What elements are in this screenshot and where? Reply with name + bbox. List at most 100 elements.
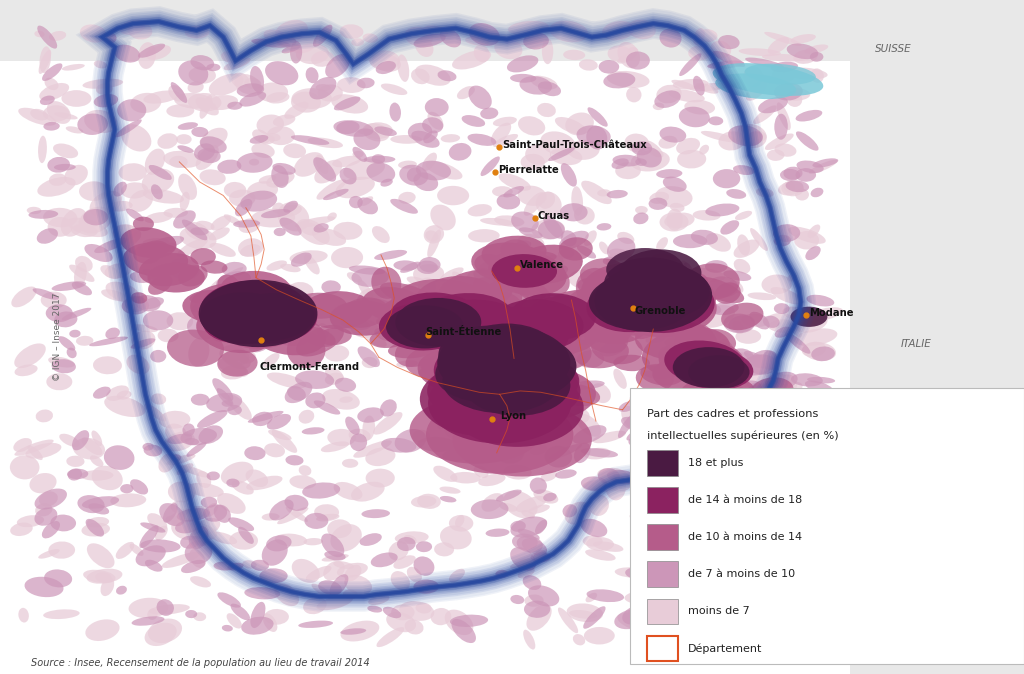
Ellipse shape <box>430 290 457 303</box>
Ellipse shape <box>67 348 77 358</box>
Ellipse shape <box>407 567 422 582</box>
Ellipse shape <box>193 292 217 312</box>
Ellipse shape <box>670 373 685 382</box>
Ellipse shape <box>745 57 783 68</box>
Ellipse shape <box>634 313 664 339</box>
Ellipse shape <box>545 446 572 468</box>
Text: Saint-Étienne: Saint-Étienne <box>425 327 501 336</box>
Ellipse shape <box>422 152 437 171</box>
Ellipse shape <box>311 51 334 67</box>
Ellipse shape <box>543 493 557 501</box>
Text: Valence: Valence <box>520 260 564 270</box>
Ellipse shape <box>172 454 181 461</box>
Ellipse shape <box>659 212 688 232</box>
Ellipse shape <box>723 414 739 425</box>
Ellipse shape <box>144 149 165 175</box>
Ellipse shape <box>238 238 263 257</box>
Ellipse shape <box>439 487 461 494</box>
Ellipse shape <box>808 224 820 238</box>
Ellipse shape <box>505 37 548 45</box>
Ellipse shape <box>131 293 147 304</box>
Ellipse shape <box>765 313 799 333</box>
Ellipse shape <box>340 24 364 39</box>
Ellipse shape <box>180 191 189 211</box>
Ellipse shape <box>748 293 776 300</box>
Ellipse shape <box>65 165 88 185</box>
Ellipse shape <box>324 561 345 580</box>
Ellipse shape <box>703 632 727 644</box>
Ellipse shape <box>217 350 258 377</box>
Ellipse shape <box>361 509 390 518</box>
Ellipse shape <box>248 411 284 423</box>
Ellipse shape <box>191 536 207 546</box>
Ellipse shape <box>602 276 625 288</box>
Ellipse shape <box>94 238 127 253</box>
Ellipse shape <box>206 393 243 412</box>
Ellipse shape <box>723 270 752 281</box>
Ellipse shape <box>635 206 648 214</box>
Ellipse shape <box>84 244 113 262</box>
Ellipse shape <box>676 325 707 342</box>
Ellipse shape <box>162 552 200 568</box>
Ellipse shape <box>476 366 486 392</box>
Ellipse shape <box>539 336 592 370</box>
Ellipse shape <box>417 261 438 274</box>
Ellipse shape <box>49 173 67 186</box>
Ellipse shape <box>767 150 784 161</box>
Ellipse shape <box>586 303 604 326</box>
Ellipse shape <box>261 209 291 218</box>
Ellipse shape <box>271 165 289 188</box>
Ellipse shape <box>241 191 278 212</box>
Ellipse shape <box>458 344 472 358</box>
Ellipse shape <box>210 323 233 342</box>
Ellipse shape <box>599 259 701 313</box>
Ellipse shape <box>420 362 547 436</box>
Ellipse shape <box>582 310 647 344</box>
Ellipse shape <box>105 282 140 303</box>
Ellipse shape <box>141 297 164 309</box>
Ellipse shape <box>437 70 457 82</box>
Ellipse shape <box>623 301 650 319</box>
Ellipse shape <box>425 335 453 353</box>
Ellipse shape <box>357 407 384 423</box>
Ellipse shape <box>775 327 792 338</box>
Ellipse shape <box>568 270 597 288</box>
Ellipse shape <box>750 312 770 330</box>
Ellipse shape <box>379 293 471 340</box>
Ellipse shape <box>786 379 797 392</box>
Ellipse shape <box>168 85 184 102</box>
Ellipse shape <box>374 328 401 342</box>
Ellipse shape <box>205 503 218 517</box>
Ellipse shape <box>227 405 242 415</box>
Ellipse shape <box>141 168 174 194</box>
Ellipse shape <box>514 267 538 281</box>
Ellipse shape <box>684 586 713 601</box>
Ellipse shape <box>767 560 793 576</box>
Ellipse shape <box>200 136 226 153</box>
Ellipse shape <box>61 90 91 107</box>
Ellipse shape <box>790 322 802 338</box>
Ellipse shape <box>39 50 51 74</box>
Ellipse shape <box>468 359 581 420</box>
Ellipse shape <box>41 292 67 309</box>
Ellipse shape <box>517 536 543 553</box>
Ellipse shape <box>357 346 380 367</box>
Ellipse shape <box>694 364 734 384</box>
Ellipse shape <box>760 384 773 411</box>
Ellipse shape <box>18 108 56 126</box>
Ellipse shape <box>105 328 120 339</box>
Ellipse shape <box>727 489 740 513</box>
Ellipse shape <box>553 266 568 276</box>
Ellipse shape <box>390 279 501 341</box>
Ellipse shape <box>765 133 794 150</box>
Ellipse shape <box>285 495 308 511</box>
Ellipse shape <box>144 404 166 421</box>
Ellipse shape <box>127 355 150 374</box>
Ellipse shape <box>164 208 188 218</box>
Ellipse shape <box>231 284 256 301</box>
Ellipse shape <box>226 613 242 629</box>
Ellipse shape <box>93 357 122 374</box>
Ellipse shape <box>376 61 396 74</box>
Ellipse shape <box>176 134 191 144</box>
Ellipse shape <box>500 356 557 392</box>
